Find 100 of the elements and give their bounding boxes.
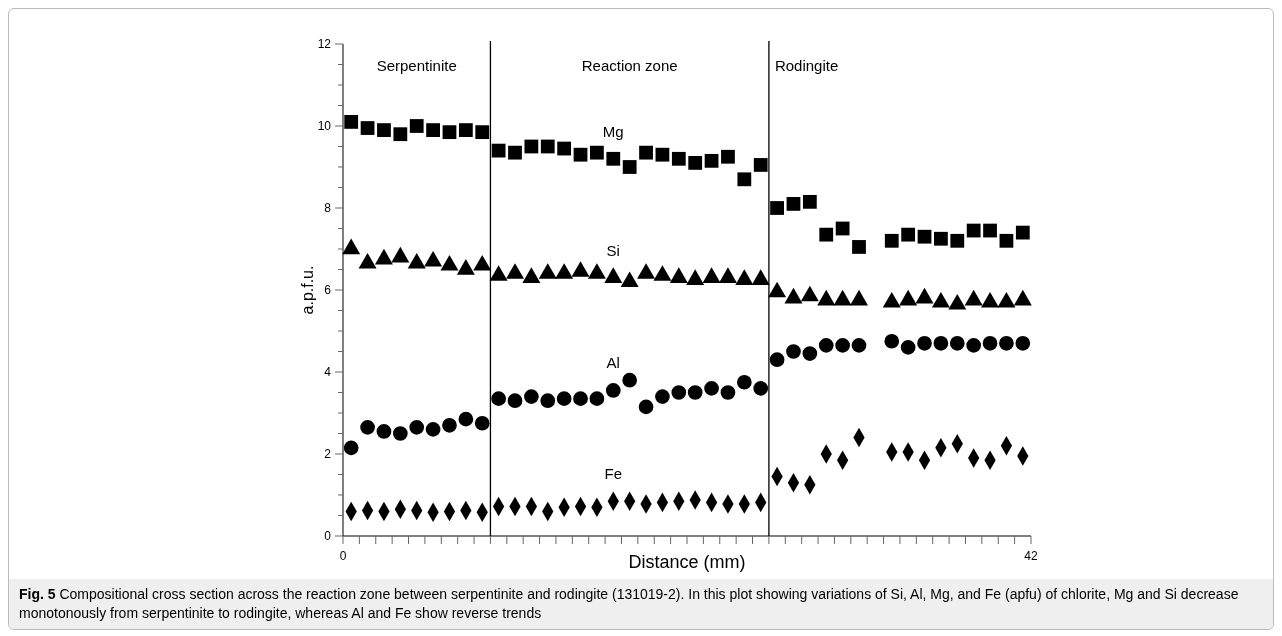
point — [409, 420, 425, 435]
point — [573, 391, 588, 406]
point — [753, 158, 768, 172]
point — [524, 389, 539, 404]
point — [458, 123, 473, 137]
point — [900, 340, 916, 355]
point — [802, 194, 817, 209]
point — [786, 344, 801, 359]
annotation: Reaction zone — [581, 57, 678, 74]
y-tick-label: 2 — [324, 447, 332, 461]
point — [704, 381, 719, 396]
point — [409, 119, 424, 133]
point — [884, 233, 899, 248]
point — [475, 125, 490, 140]
point — [786, 197, 801, 211]
point — [589, 391, 605, 406]
point — [655, 147, 670, 162]
point — [835, 338, 850, 353]
point — [999, 233, 1014, 248]
series-label: Si — [606, 241, 620, 259]
point — [622, 372, 638, 388]
point — [688, 156, 703, 170]
point — [983, 223, 997, 238]
y-axis-title: a.p.f.u. — [299, 265, 316, 315]
point — [852, 240, 866, 254]
point — [671, 385, 687, 400]
point — [508, 145, 522, 160]
point — [950, 233, 965, 248]
point — [737, 172, 752, 187]
point — [376, 424, 392, 439]
y-tick-label: 0 — [324, 529, 332, 543]
point — [392, 426, 408, 441]
point — [966, 223, 981, 238]
point — [524, 139, 539, 154]
caption: Fig. 5 Compositional cross section across the reaction zone between serpentinite and rodingite (131019-2). In this plot showing variations of Si, Al, Mg, and Fe (apfu) of chlorite, Mg and Si decrease monotonously from serpentinite to rodingite, whereas Al and Fe show reverse trends — [9, 579, 1273, 629]
x-axis-title: Distance (mm) — [628, 552, 746, 572]
point — [344, 115, 359, 129]
series-label: Fe — [604, 465, 623, 483]
y-tick-label: 12 — [317, 37, 332, 51]
point — [540, 393, 556, 409]
point — [818, 338, 834, 353]
point — [638, 399, 654, 415]
point — [491, 143, 506, 158]
point — [917, 335, 932, 351]
point — [377, 123, 391, 137]
point — [687, 385, 703, 400]
point — [360, 121, 375, 135]
point — [639, 145, 653, 160]
point — [655, 389, 670, 404]
point — [819, 227, 834, 242]
point — [835, 221, 850, 236]
point — [458, 411, 474, 427]
point — [557, 141, 572, 156]
point — [851, 338, 867, 353]
point — [360, 420, 375, 435]
point — [933, 335, 949, 351]
point — [425, 422, 441, 437]
y-tick-label: 6 — [324, 283, 332, 297]
annotation: Rodingite — [774, 57, 839, 74]
point — [507, 393, 523, 409]
y-tick-label: 10 — [317, 119, 332, 133]
point — [605, 383, 621, 398]
point — [720, 385, 736, 400]
point — [343, 440, 359, 456]
point — [753, 381, 769, 396]
point — [917, 229, 932, 244]
point — [426, 123, 440, 137]
point — [1015, 335, 1031, 351]
y-tick-label: 8 — [324, 201, 332, 215]
point — [769, 352, 785, 368]
point — [966, 338, 982, 353]
point — [884, 333, 900, 349]
y-tick-label: 4 — [324, 365, 332, 379]
point — [442, 125, 457, 140]
series-label: Mg — [602, 122, 624, 140]
point — [573, 147, 588, 162]
point — [474, 415, 490, 431]
point — [491, 391, 506, 406]
series-label: Al — [606, 354, 620, 372]
point — [622, 160, 637, 174]
x-tick-label: 42 — [1024, 549, 1038, 563]
point — [802, 346, 818, 361]
point — [556, 391, 572, 406]
point — [736, 374, 752, 390]
point — [901, 227, 916, 242]
annotation: Serpentinite — [376, 57, 457, 74]
point — [721, 149, 735, 164]
point — [671, 151, 686, 166]
point — [442, 417, 457, 433]
point — [606, 151, 621, 166]
point — [590, 145, 604, 160]
point — [949, 335, 965, 351]
point — [770, 201, 784, 215]
point — [934, 231, 948, 246]
point — [982, 335, 998, 351]
point — [393, 127, 408, 142]
point — [540, 139, 555, 154]
point — [1015, 225, 1030, 240]
point — [704, 153, 719, 168]
point — [999, 335, 1014, 351]
